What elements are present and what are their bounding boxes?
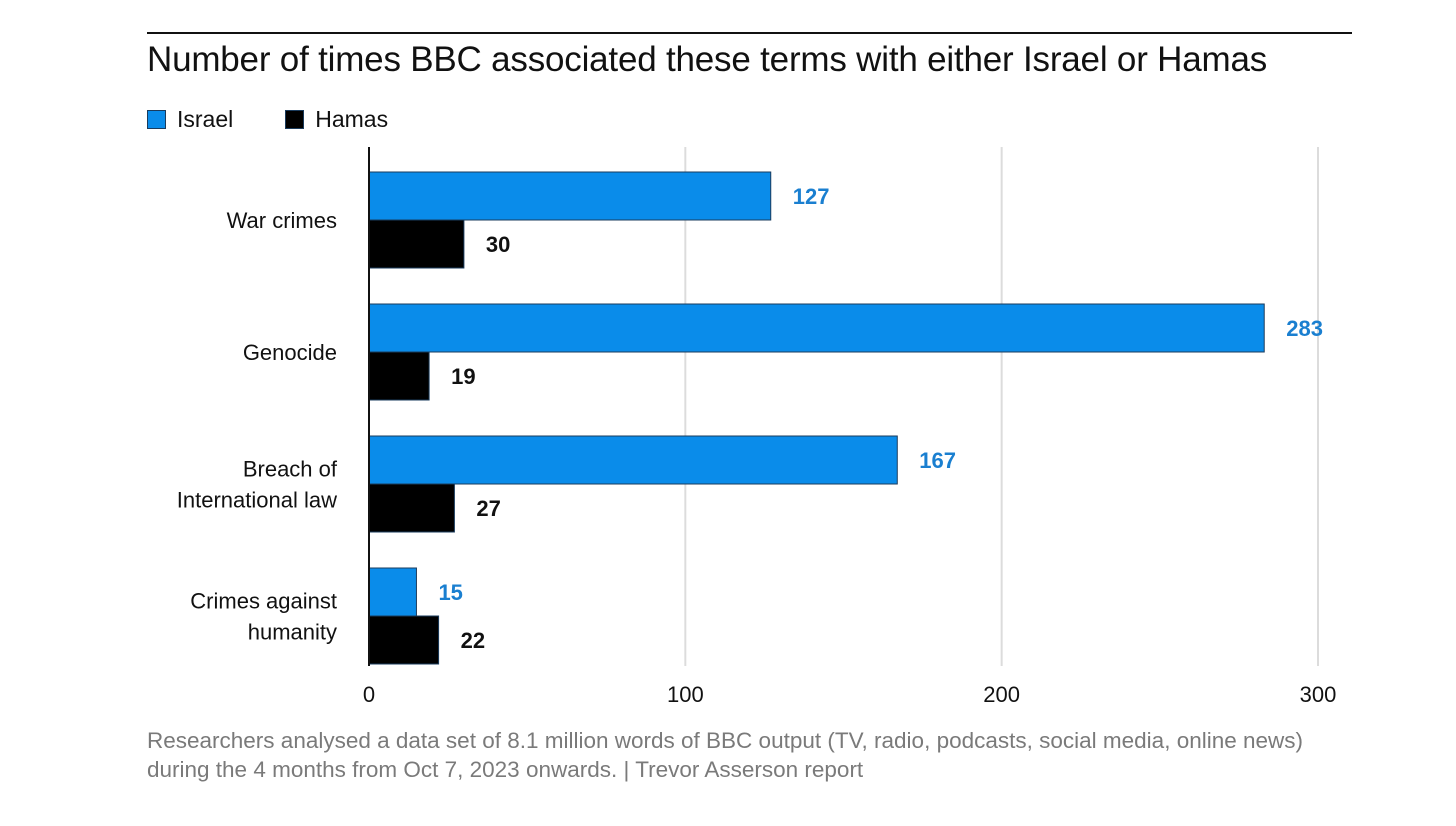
value-label-hamas-1: 19 [451, 364, 475, 389]
category-label-line: Genocide [243, 340, 337, 365]
labels: 0 100 200 300 127 30 War crimes 283 19 Genocide 16… [177, 184, 1337, 707]
value-label-israel-0: 127 [793, 184, 830, 209]
bar-hamas-0 [368, 219, 465, 269]
value-label-israel-2: 167 [919, 448, 956, 473]
title-top-rule [147, 32, 1352, 34]
category-label-0: War crimes [227, 208, 337, 233]
bar-israel-2 [368, 435, 898, 485]
footnote: Researchers analysed a data set of 8.1 m… [147, 728, 1304, 782]
legend-item-israel: Israel [147, 106, 233, 133]
category-label-line: War crimes [227, 208, 337, 233]
value-label-hamas-3: 22 [461, 628, 485, 653]
bar-israel-0 [368, 171, 772, 221]
bar-chart: 0 100 200 300 127 30 War crimes 283 19 Genocide 16… [177, 147, 1337, 707]
category-label-3: Crimes against humanity [190, 589, 337, 645]
bar-hamas-2 [368, 483, 455, 533]
bar-israel-3 [368, 567, 417, 617]
category-label-line: International law [177, 488, 337, 513]
category-label-2: Breach of International law [177, 457, 338, 513]
legend-swatch-israel [147, 110, 166, 129]
bar-israel-1 [368, 303, 1265, 353]
legend-label-israel: Israel [177, 106, 234, 132]
gridlines [684, 147, 1319, 666]
x-tick-label-300: 300 [1300, 682, 1337, 707]
value-label-israel-3: 15 [438, 580, 462, 605]
bar-hamas-1 [368, 351, 430, 401]
legend-label-hamas: Hamas [315, 106, 389, 132]
category-label-line: humanity [248, 620, 337, 645]
x-tick-label-0: 0 [363, 682, 375, 707]
category-label-line: Crimes against [190, 589, 337, 614]
value-label-hamas-2: 27 [476, 496, 500, 521]
legend-item-hamas: Hamas [285, 106, 388, 133]
value-label-hamas-0: 30 [486, 232, 510, 257]
x-tick-label-100: 100 [667, 682, 704, 707]
chart-title: Number of times BBC associated these ter… [147, 40, 1268, 79]
category-label-line: Breach of [243, 457, 338, 482]
legend-swatch-hamas [285, 110, 305, 129]
chart-legend: Israel Hamas [147, 106, 440, 133]
category-label-1: Genocide [243, 340, 337, 365]
value-label-israel-1: 283 [1286, 316, 1323, 341]
x-tick-label-200: 200 [983, 682, 1020, 707]
bar-hamas-3 [368, 615, 440, 665]
